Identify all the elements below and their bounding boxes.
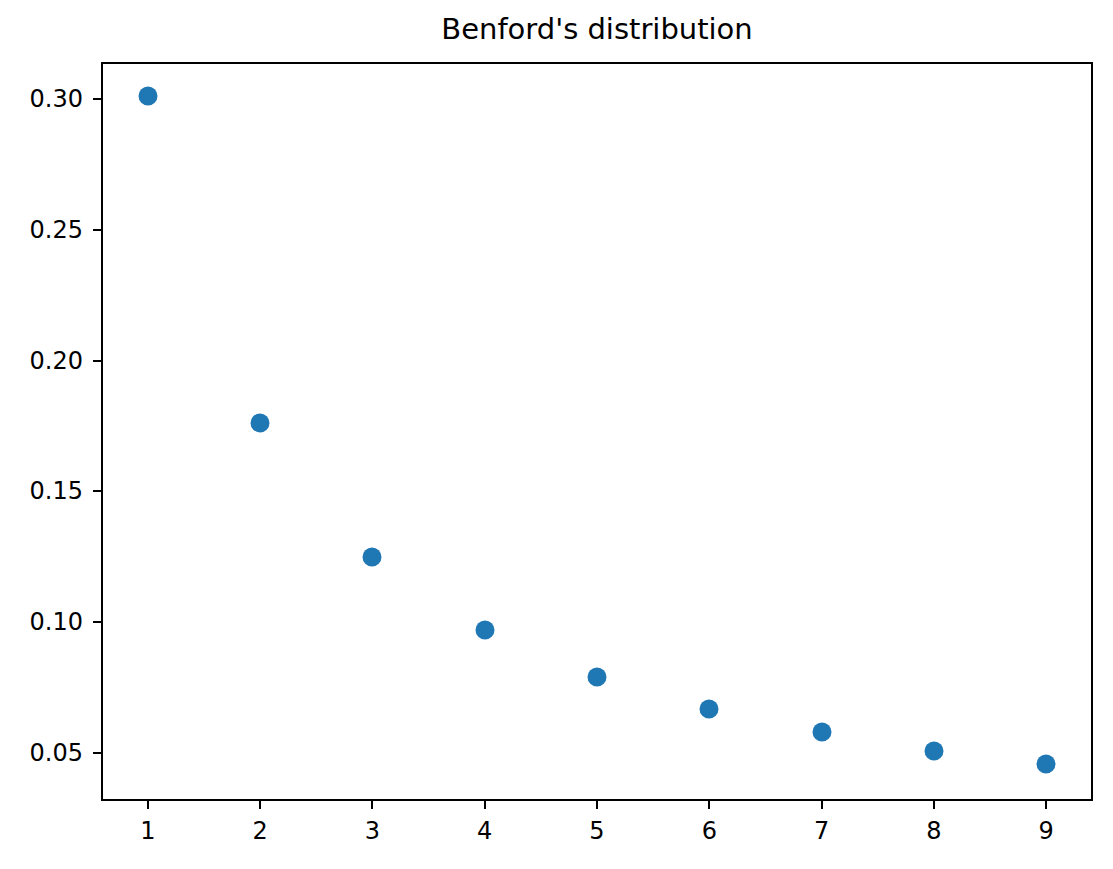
x-axis-tick-label: 1 <box>140 817 155 845</box>
x-axis-tick-mark <box>147 801 149 809</box>
data-point-digit-4 <box>475 621 494 640</box>
y-axis-tick-label: 0.20 <box>30 347 83 375</box>
x-axis-tick-label: 5 <box>589 817 604 845</box>
plot-area: 1234567890.050.100.150.200.250.30 <box>101 62 1093 801</box>
x-axis-tick-label: 8 <box>926 817 941 845</box>
x-axis-tick-label: 3 <box>365 817 380 845</box>
y-axis-tick-mark <box>93 98 101 100</box>
y-axis-tick-label: 0.05 <box>30 739 83 767</box>
data-point-digit-9 <box>1037 754 1056 773</box>
y-axis-tick-mark <box>93 490 101 492</box>
x-axis-tick-mark <box>259 801 261 809</box>
x-axis-tick-label: 6 <box>702 817 717 845</box>
y-axis-tick-mark <box>93 360 101 362</box>
benford-distribution-figure: Benford's distribution 1234567890.050.10… <box>0 0 1113 869</box>
x-axis-tick-label: 4 <box>477 817 492 845</box>
chart-title: Benford's distribution <box>101 12 1093 46</box>
data-point-digit-2 <box>251 414 270 433</box>
x-axis-tick-mark <box>821 801 823 809</box>
x-axis-tick-mark <box>708 801 710 809</box>
data-point-digit-5 <box>588 668 607 687</box>
y-axis-tick-label: 0.30 <box>30 85 83 113</box>
x-axis-tick-label: 7 <box>814 817 829 845</box>
x-axis-tick-mark <box>371 801 373 809</box>
y-axis-tick-label: 0.25 <box>30 216 83 244</box>
data-point-digit-6 <box>700 699 719 718</box>
y-axis-tick-mark <box>93 229 101 231</box>
y-axis-tick-mark <box>93 621 101 623</box>
y-axis-tick-label: 0.15 <box>30 477 83 505</box>
data-point-digit-1 <box>138 87 157 106</box>
data-point-digit-7 <box>812 723 831 742</box>
x-axis-tick-label: 2 <box>253 817 268 845</box>
plot-inner-area: 1234567890.050.100.150.200.250.30 <box>103 64 1091 799</box>
x-axis-tick-mark <box>484 801 486 809</box>
y-axis-tick-label: 0.10 <box>30 608 83 636</box>
data-point-digit-8 <box>924 741 943 760</box>
x-axis-tick-mark <box>933 801 935 809</box>
data-point-digit-3 <box>363 547 382 566</box>
y-axis-tick-mark <box>93 752 101 754</box>
x-axis-tick-mark <box>1045 801 1047 809</box>
x-axis-tick-label: 9 <box>1038 817 1053 845</box>
x-axis-tick-mark <box>596 801 598 809</box>
